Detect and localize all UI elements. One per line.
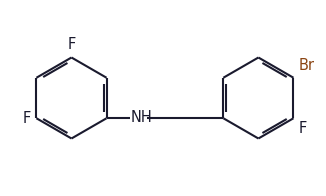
Text: F: F [298, 121, 306, 136]
Text: Br: Br [298, 58, 314, 73]
Text: NH: NH [131, 110, 153, 125]
Text: F: F [23, 111, 31, 126]
Text: F: F [67, 37, 76, 52]
